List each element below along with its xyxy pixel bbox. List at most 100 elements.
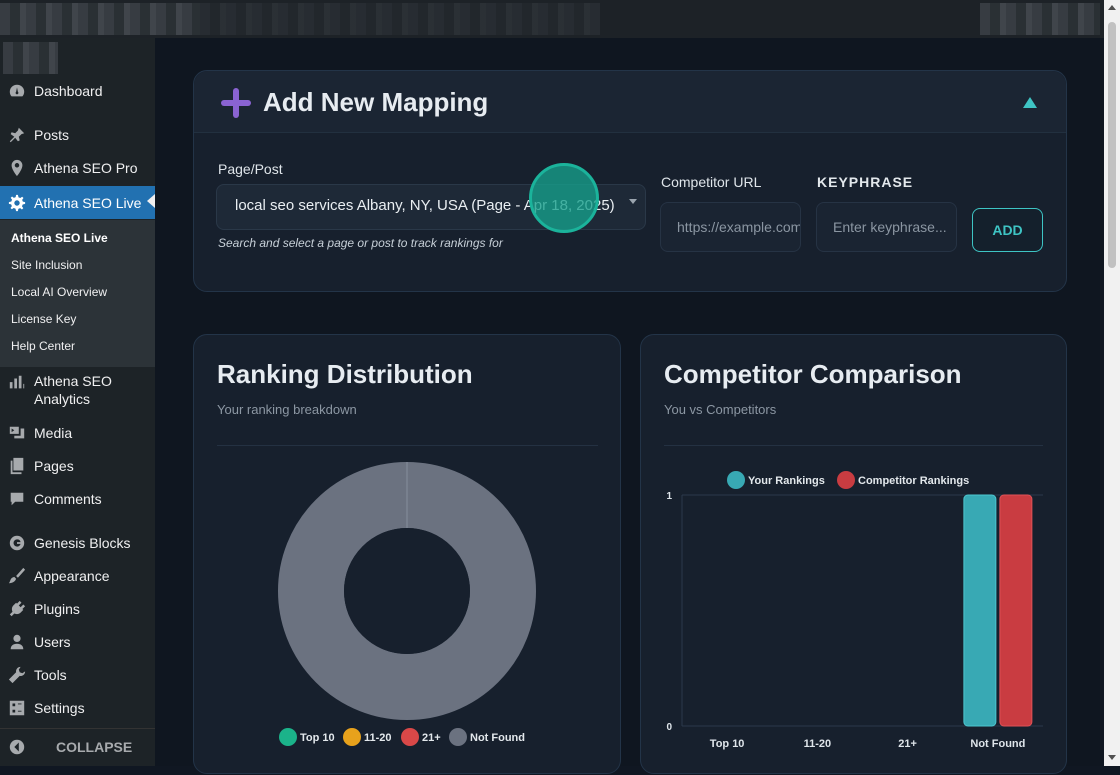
x-tick-label: Top 10: [710, 738, 745, 750]
submenu-item-site-inclusion[interactable]: Site Inclusion: [11, 258, 83, 272]
x-tick-label: Not Found: [970, 738, 1025, 750]
sidebar-item-genesis-blocks[interactable]: Genesis Blocks: [0, 528, 155, 558]
sidebar-item-label: Plugins: [34, 601, 80, 617]
x-tick-label: 11-20: [804, 738, 832, 750]
competitor-comparison-title: Competitor Comparison: [664, 359, 962, 389]
sidebar-item-tools[interactable]: Tools: [0, 660, 155, 690]
sidebar-item-label: Dashboard: [34, 83, 103, 99]
gear-icon: [0, 194, 34, 212]
athena-seo-live-submenu: Athena SEO Live Site Inclusion Local AI …: [0, 220, 155, 367]
legend-label: 11-20: [364, 732, 392, 744]
legend-label: 21+: [422, 732, 441, 744]
main-content: Add New Mapping Page/Post local seo serv…: [155, 38, 1104, 774]
competitor-comparison-subtitle: You vs Competitors: [664, 402, 777, 417]
collapse-label: COLLAPSE: [56, 738, 133, 755]
scrollbar-thumb[interactable]: [1108, 22, 1116, 268]
divider: [664, 445, 1043, 446]
bar: [963, 494, 997, 727]
scroll-up-arrow-icon[interactable]: [1108, 5, 1116, 10]
page-post-value: local seo services Albany, NY, USA (Page…: [235, 197, 615, 214]
competitor-comparison-card: Competitor Comparison You vs Competitors…: [640, 334, 1067, 774]
current-menu-arrow: [147, 194, 155, 208]
y-tick-label: 0: [666, 722, 672, 733]
sidebar-item-label: Users: [34, 634, 71, 650]
media-icon: [0, 424, 34, 442]
sidebar-item-posts[interactable]: Posts: [0, 120, 155, 150]
legend-swatch: [401, 728, 419, 746]
blurred-region: [0, 3, 200, 35]
blurred-region: [200, 3, 600, 35]
keyphrase-placeholder: Enter keyphrase...: [833, 219, 947, 235]
sidebar-item-media[interactable]: Media: [0, 418, 155, 448]
sidebar-item-settings[interactable]: Settings: [0, 693, 155, 723]
legend-swatch: [343, 728, 361, 746]
blurred-region: [980, 3, 1100, 35]
add-mapping-title: Add New Mapping: [263, 87, 489, 117]
plus-icon: [221, 88, 251, 118]
add-mapping-header[interactable]: Add New Mapping: [194, 71, 1066, 133]
add-button[interactable]: ADD: [972, 208, 1043, 252]
x-tick-label: 21+: [898, 738, 917, 750]
sidebar-item-users[interactable]: Users: [0, 627, 155, 657]
sidebar-item-appearance[interactable]: Appearance: [0, 561, 155, 591]
scroll-down-arrow-icon[interactable]: [1108, 755, 1116, 760]
ranking-distribution-title: Ranking Distribution: [217, 359, 473, 389]
cursor-highlight: [529, 163, 599, 233]
admin-sidebar: Dashboard Posts Athena SEO Pro Athena SE…: [0, 38, 155, 766]
divider: [217, 445, 598, 446]
sidebar-item-label: Athena SEO Pro: [34, 160, 138, 176]
sidebar-item-plugins[interactable]: Plugins: [0, 594, 155, 624]
sidebar-item-label: Settings: [34, 700, 85, 716]
submenu-item-athena-seo-live[interactable]: Athena SEO Live: [11, 231, 108, 245]
settings-icon: [0, 699, 34, 717]
legend-swatch: [449, 728, 467, 746]
pages-icon: [0, 457, 34, 475]
competitor-url-placeholder: https://example.com: [677, 219, 801, 235]
legend-label: Your Rankings: [748, 475, 825, 487]
competitor-url-input[interactable]: https://example.com: [660, 202, 801, 252]
competitor-bar-chart: 0 1 Top 10 11-20 21+ Not Found Your Rankings Co…: [666, 471, 1043, 750]
sidebar-item-label: Athena SEO Analytics: [34, 373, 112, 407]
blurred-logo: [3, 42, 58, 74]
sidebar-item-label: Pages: [34, 458, 74, 474]
legend-swatch: [279, 728, 297, 746]
bar: [999, 494, 1033, 727]
plug-icon: [0, 600, 34, 618]
sidebar-item-athena-seo-analytics[interactable]: Athena SEO Analytics: [0, 372, 155, 412]
add-mapping-panel: Add New Mapping Page/Post local seo serv…: [193, 70, 1067, 292]
ranking-doughnut-chart: Top 10 11-20 21+ Not Found: [278, 462, 536, 746]
user-icon: [0, 633, 34, 651]
submenu-item-help-center[interactable]: Help Center: [11, 339, 76, 353]
chevron-down-icon: [629, 199, 637, 204]
submenu-item-local-ai-overview[interactable]: Local AI Overview: [11, 285, 108, 299]
location-icon: [0, 159, 34, 177]
brush-icon: [0, 567, 34, 585]
doughnut-hole: [344, 528, 470, 654]
sidebar-item-pages[interactable]: Pages: [0, 451, 155, 481]
sidebar-item-label: Media: [34, 425, 73, 441]
sidebar-item-label: Comments: [34, 491, 102, 507]
keyphrase-input[interactable]: Enter keyphrase...: [816, 202, 957, 252]
y-tick-label: 1: [666, 491, 672, 502]
collapse-arrow-icon: [0, 738, 34, 756]
sidebar-item-athena-seo-pro[interactable]: Athena SEO Pro: [0, 153, 155, 183]
legend-label: Top 10: [300, 732, 335, 744]
admin-top-bar: [0, 0, 1104, 38]
sidebar-item-label: Athena SEO Live: [34, 194, 142, 211]
collapse-menu-button[interactable]: COLLAPSE: [0, 728, 155, 764]
sidebar-item-comments[interactable]: Comments: [0, 484, 155, 514]
page-post-hint: Search and select a page or post to trac…: [218, 236, 503, 250]
sidebar-item-dashboard[interactable]: Dashboard: [0, 76, 155, 106]
sidebar-item-label: Appearance: [34, 568, 110, 584]
comment-icon: [0, 490, 34, 508]
sidebar-item-athena-seo-live[interactable]: Athena SEO Live: [0, 186, 155, 219]
sidebar-item-label: Genesis Blocks: [34, 535, 131, 551]
bar-chart-icon: [0, 372, 34, 392]
dashboard-icon: [0, 82, 34, 100]
legend-swatch: [727, 471, 745, 489]
sidebar-item-label: Tools: [34, 667, 67, 683]
collapse-panel-icon[interactable]: [1023, 97, 1037, 108]
legend-label: Competitor Rankings: [858, 475, 969, 487]
page-scrollbar[interactable]: [1104, 0, 1120, 766]
submenu-item-license-key[interactable]: License Key: [11, 312, 77, 326]
